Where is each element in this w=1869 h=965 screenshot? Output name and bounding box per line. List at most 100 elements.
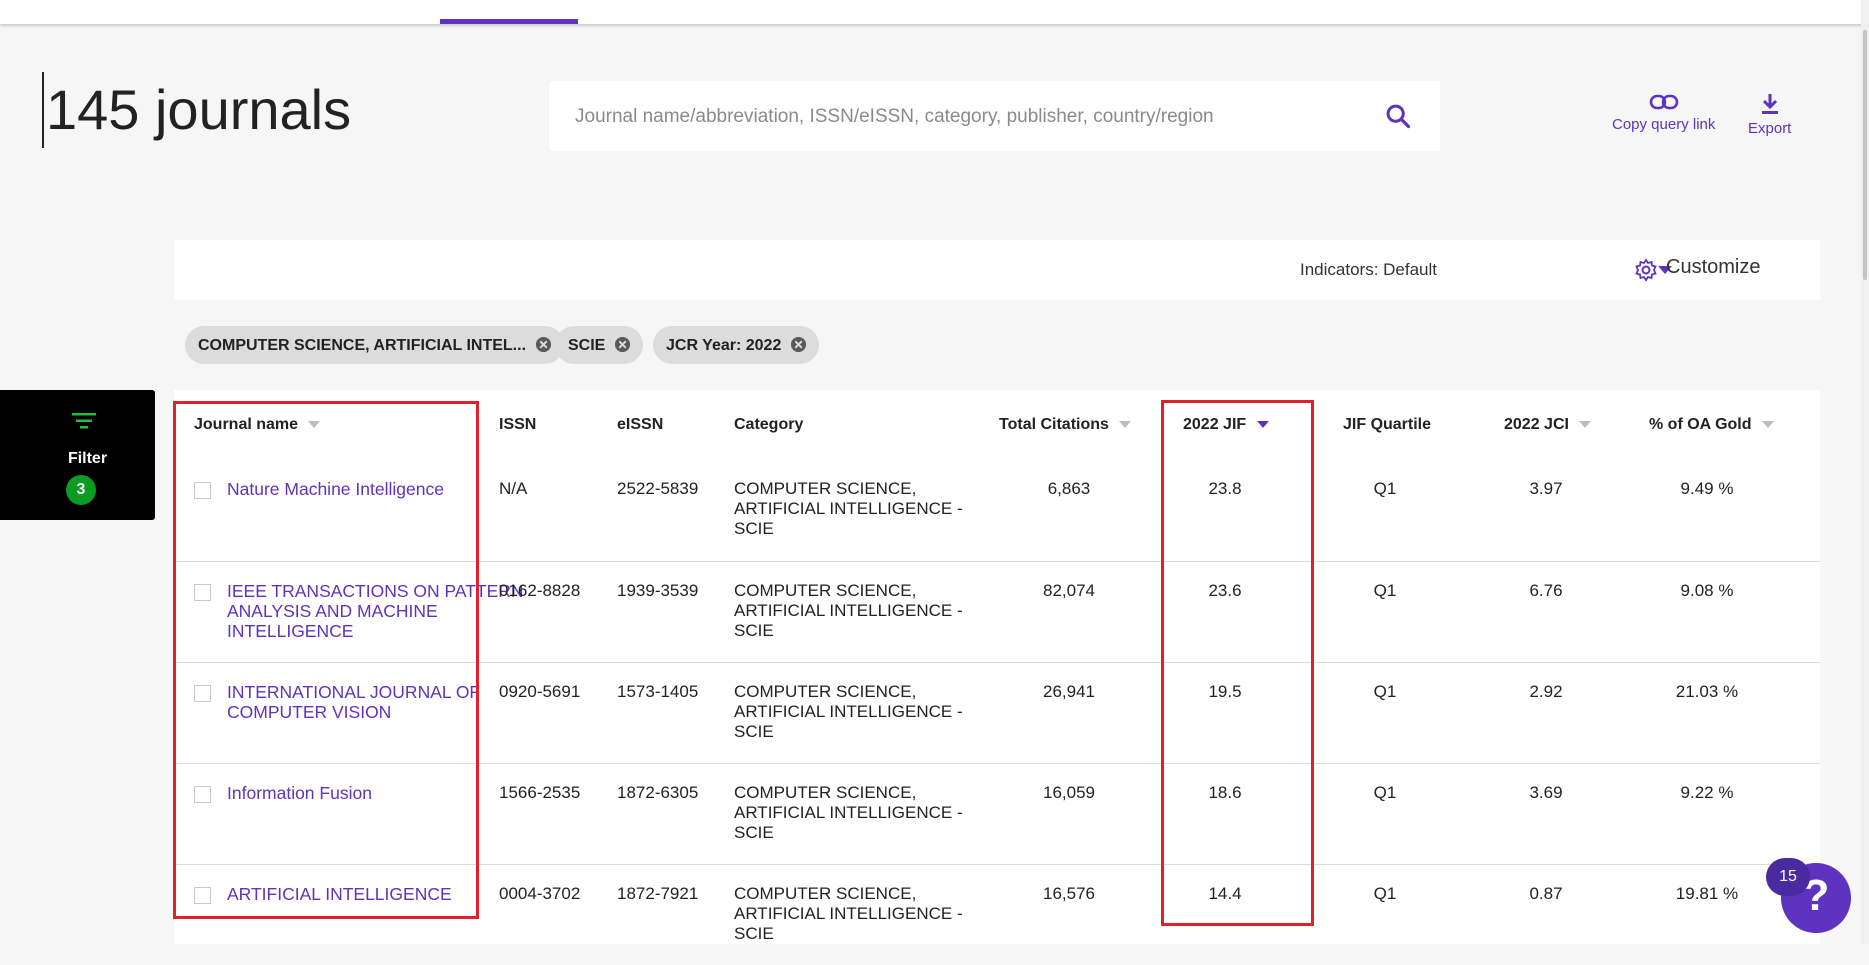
customize-button[interactable]: Customize: [1635, 256, 1761, 282]
eissn-cell: 1939-3539: [617, 581, 699, 600]
col-issn: ISSN: [499, 416, 536, 434]
col-category: Category: [734, 416, 803, 434]
oa-gold-cell: 9.08 %: [1680, 581, 1734, 600]
table-row: IEEE TRANSACTIONS ON PATTERN ANALYSIS AN…: [174, 561, 1820, 662]
eissn-cell: 1573-1405: [617, 682, 699, 701]
customize-label: Customize: [1666, 256, 1761, 278]
col-label: 2022 JIF: [1183, 416, 1247, 433]
journal-name-link[interactable]: ARTIFICIAL INTELLIGENCE: [227, 884, 452, 904]
download-icon: [1761, 94, 1778, 114]
row-checkbox[interactable]: [194, 685, 211, 702]
filter-chip-category: COMPUTER SCIENCE, ARTIFICIAL INTEL...: [185, 326, 565, 364]
journal-name-link[interactable]: Nature Machine Intelligence: [227, 479, 444, 499]
sort-down-icon: [1579, 421, 1592, 429]
category-cell: COMPUTER SCIENCE, ARTIFICIAL INTELLIGENC…: [734, 884, 963, 943]
table-row: Nature Machine Intelligence N/A 2522-583…: [174, 460, 1820, 561]
row-checkbox[interactable]: [194, 887, 211, 904]
chevron-down-icon: [1658, 266, 1672, 274]
export-button[interactable]: Export: [1748, 92, 1791, 137]
col-jif-quartile: JIF Quartile: [1343, 416, 1431, 434]
filter-button[interactable]: Filter 3: [0, 390, 155, 520]
row-checkbox[interactable]: [194, 786, 211, 803]
total-citations-cell: 26,941: [1043, 682, 1095, 701]
col-label: 2022 JCI: [1504, 416, 1569, 433]
filter-chip-scie: SCIE: [555, 326, 644, 364]
col-label: JIF Quartile: [1343, 416, 1432, 433]
issn-cell: N/A: [499, 479, 528, 498]
copy-query-link-label: Copy query link: [1612, 116, 1716, 133]
col-label: Journal name: [194, 416, 299, 433]
col-oa-gold[interactable]: % of OA Gold: [1649, 416, 1774, 434]
table-row: ARTIFICIAL INTELLIGENCE 0004-3702 1872-7…: [174, 864, 1820, 965]
total-citations-cell: 16,059: [1043, 783, 1095, 802]
jci-cell: 6.76: [1529, 581, 1563, 600]
chip-label: SCIE: [568, 337, 606, 354]
col-total-citations[interactable]: Total Citations: [999, 416, 1132, 434]
oa-gold-cell: 19.81 %: [1675, 884, 1739, 903]
eissn-cell: 1872-6305: [617, 783, 699, 802]
filter-chip-jcr-year: JCR Year: 2022: [653, 326, 820, 364]
scrollbar[interactable]: [1861, 0, 1869, 944]
search-input[interactable]: [573, 101, 1357, 133]
scrollbar-thumb[interactable]: [1863, 30, 1867, 280]
col-eissn: eISSN: [617, 416, 663, 434]
total-citations-cell: 6,863: [1047, 479, 1091, 498]
link-icon: [1649, 94, 1678, 110]
sort-down-icon: [1761, 421, 1774, 429]
col-jci[interactable]: 2022 JCI: [1504, 416, 1592, 434]
filter-count-badge: 3: [66, 475, 96, 505]
chip-label: COMPUTER SCIENCE, ARTIFICIAL INTEL...: [198, 337, 527, 354]
issn-cell: 0920-5691: [499, 682, 581, 701]
category-cell: COMPUTER SCIENCE, ARTIFICIAL INTELLIGENC…: [734, 682, 963, 741]
jci-cell: 3.69: [1529, 783, 1563, 802]
table-header: Journal name ISSN eISSN Category Total C…: [174, 390, 1820, 460]
sort-down-icon: [1119, 421, 1132, 429]
table-row: INTERNATIONAL JOURNAL OF COMPUTER VISION…: [174, 662, 1820, 763]
oa-gold-cell: 9.49 %: [1680, 479, 1734, 498]
total-citations-cell: 82,074: [1043, 581, 1095, 600]
indicators-label: Indicators: Default: [1300, 260, 1438, 279]
eissn-cell: 2522-5839: [617, 479, 699, 498]
col-label: Category: [734, 416, 804, 433]
jif-cell: 23.8: [1208, 479, 1242, 498]
col-label: eISSN: [617, 416, 664, 433]
col-journal-name[interactable]: Journal name: [194, 416, 321, 434]
top-nav-bar: [0, 0, 1869, 24]
issn-cell: 0004-3702: [499, 884, 581, 903]
indicators-dropdown[interactable]: Indicators: Default: [1300, 260, 1672, 280]
table-toolbar: Indicators: Default Customize: [174, 240, 1820, 300]
close-icon[interactable]: [614, 336, 631, 353]
col-label: % of OA Gold: [1649, 416, 1752, 433]
copy-query-link-button[interactable]: Copy query link: [1612, 92, 1715, 133]
category-cell: COMPUTER SCIENCE, ARTIFICIAL INTELLIGENC…: [734, 783, 963, 842]
jci-cell: 0.87: [1529, 884, 1563, 903]
col-jif[interactable]: 2022 JIF: [1183, 416, 1269, 434]
oa-gold-cell: 9.22 %: [1680, 783, 1734, 802]
total-citations-cell: 16,576: [1043, 884, 1095, 903]
issn-cell: 0162-8828: [499, 581, 581, 600]
category-cell: COMPUTER SCIENCE, ARTIFICIAL INTELLIGENC…: [734, 581, 963, 640]
row-checkbox[interactable]: [194, 584, 211, 601]
export-label: Export: [1748, 120, 1792, 137]
issn-cell: 1566-2535: [499, 783, 581, 802]
eissn-cell: 1872-7921: [617, 884, 699, 903]
search-icon[interactable]: [1384, 102, 1412, 130]
jif-quartile-cell: Q1: [1373, 581, 1397, 600]
col-label: Total Citations: [999, 416, 1109, 433]
filter-icon: [72, 413, 96, 429]
col-label: ISSN: [499, 416, 537, 433]
sort-down-icon: [308, 421, 321, 429]
close-icon[interactable]: [790, 336, 807, 353]
jif-cell: 18.6: [1208, 783, 1242, 802]
close-icon[interactable]: [535, 336, 552, 353]
oa-gold-cell: 21.03 %: [1675, 682, 1739, 701]
journal-name-link[interactable]: Information Fusion: [227, 783, 372, 803]
row-checkbox[interactable]: [194, 482, 211, 499]
journal-name-link[interactable]: IEEE TRANSACTIONS ON PATTERN ANALYSIS AN…: [227, 581, 524, 641]
jif-cell: 14.4: [1208, 884, 1242, 903]
table-row: Information Fusion 1566-2535 1872-6305 C…: [174, 763, 1820, 864]
journal-name-link[interactable]: INTERNATIONAL JOURNAL OF COMPUTER VISION: [227, 682, 481, 722]
page-title: 145 journals: [42, 72, 351, 148]
search-box: [549, 81, 1440, 151]
chip-label: JCR Year: 2022: [666, 337, 782, 354]
